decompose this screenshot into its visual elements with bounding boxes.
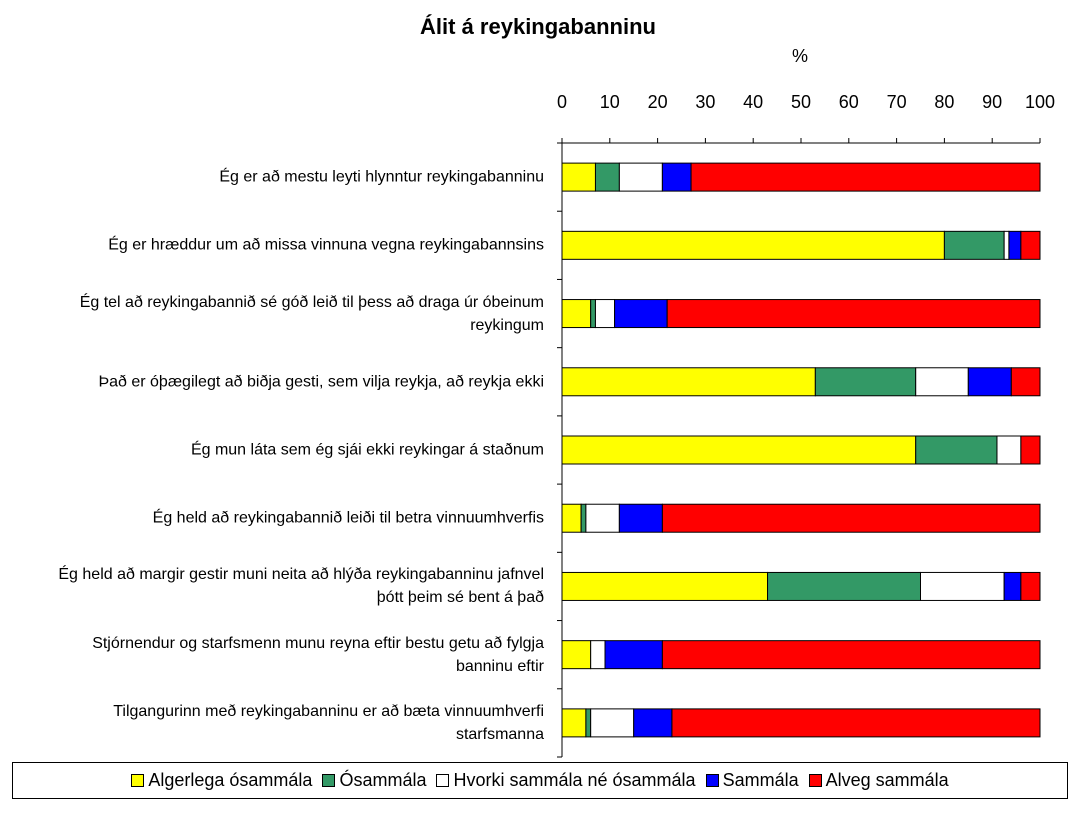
bar-segment <box>585 503 620 533</box>
bar-segment <box>561 367 816 397</box>
bar-segment <box>1020 230 1041 260</box>
bar-segment <box>561 230 945 260</box>
bar-segment <box>604 640 663 670</box>
bar-segment <box>666 299 1041 329</box>
bar-segment <box>1020 571 1041 601</box>
bar-segment <box>561 162 596 192</box>
bar-segment <box>915 435 998 465</box>
legend-item: Hvorki sammála né ósammála <box>436 770 696 791</box>
bar-segment <box>1020 435 1041 465</box>
chart-title: Álit á reykingabanninu <box>420 14 656 39</box>
category-label: Ég er að mestu leyti hlynntur reykingaba… <box>219 168 544 186</box>
bar-segment <box>594 299 616 329</box>
bar-segment <box>1003 571 1022 601</box>
legend-label: Algerlega ósammála <box>148 770 313 790</box>
x-tick-label: 90 <box>982 92 1002 112</box>
bar-segment <box>814 367 917 397</box>
bar-segment <box>614 299 668 329</box>
category-label: Ég er hræddur um að missa vinnuna vegna … <box>108 236 544 254</box>
legend-label: Alveg sammála <box>825 770 949 790</box>
category-label: Ég held að margir gestir muni neita að h… <box>58 566 544 607</box>
category-label: Ég held að reykingabannið leiði til betr… <box>152 509 544 527</box>
bar-segment <box>1010 367 1041 397</box>
bar-segment <box>585 708 592 738</box>
bar-segment <box>594 162 620 192</box>
legend-label: Ósammála <box>339 770 427 790</box>
legend-label: Hvorki sammála né ósammála <box>453 770 696 790</box>
category-label: Ég mun láta sem ég sjái ekki reykingar á… <box>190 441 544 459</box>
legend-swatch <box>705 774 719 787</box>
bar-segment <box>561 435 917 465</box>
bar-segment <box>618 503 663 533</box>
bar-segment <box>1003 230 1010 260</box>
x-tick-label: 100 <box>1025 92 1055 112</box>
x-tick-label: 50 <box>791 92 811 112</box>
bar-segment <box>561 708 587 738</box>
bar-segment <box>661 640 1041 670</box>
bar-segment <box>690 162 1041 192</box>
bar-segment <box>590 640 606 670</box>
x-axis-label: % <box>792 46 808 66</box>
bar-segment <box>915 367 969 397</box>
bar-segment <box>580 503 587 533</box>
category-label: Stjórnendur og starfsmenn munu reyna eft… <box>92 634 544 675</box>
bar-segment <box>661 162 692 192</box>
bar-segment <box>561 299 592 329</box>
x-tick-label: 40 <box>743 92 763 112</box>
category-label: Það er óþægilegt að biðja gesti, sem vil… <box>98 373 544 391</box>
legend-label: Sammála <box>722 770 799 790</box>
bar-segment <box>618 162 663 192</box>
bar-segment <box>943 230 1005 260</box>
x-tick-label: 60 <box>839 92 859 112</box>
x-tick-label: 20 <box>648 92 668 112</box>
x-tick-label: 30 <box>695 92 715 112</box>
bar-segment <box>633 708 673 738</box>
bar-segment <box>920 571 1005 601</box>
bar-segment <box>590 299 596 329</box>
legend-swatch <box>131 774 145 787</box>
bar-segment <box>1008 230 1022 260</box>
legend: Algerlega ósammála Ósammála Hvorki sammála… <box>12 762 1068 799</box>
x-tick-label: 10 <box>600 92 620 112</box>
bar-segment <box>561 503 582 533</box>
x-tick-label: 0 <box>557 92 567 112</box>
x-tick-label: 80 <box>934 92 954 112</box>
bar-segment <box>590 708 635 738</box>
legend-swatch <box>436 774 450 787</box>
bar-segment <box>671 708 1041 738</box>
legend-swatch <box>322 774 336 787</box>
x-tick-label: 70 <box>887 92 907 112</box>
legend-swatch <box>808 774 822 787</box>
category-label: Ég tel að reykingabannið sé góð leið til… <box>79 293 544 334</box>
bar-segment <box>561 571 769 601</box>
category-label: Tilgangurinn með reykingabanninu er að b… <box>113 702 544 743</box>
legend-item: Sammála <box>705 770 799 791</box>
legend-item: Ósammála <box>322 770 426 791</box>
bar-segment <box>967 367 1012 397</box>
bar-segment <box>561 640 592 670</box>
legend-item: Algerlega ósammála <box>131 770 312 791</box>
bar-segment <box>661 503 1041 533</box>
bar-segment <box>767 571 921 601</box>
legend-item: Alveg sammála <box>808 770 949 791</box>
bar-segment <box>996 435 1022 465</box>
